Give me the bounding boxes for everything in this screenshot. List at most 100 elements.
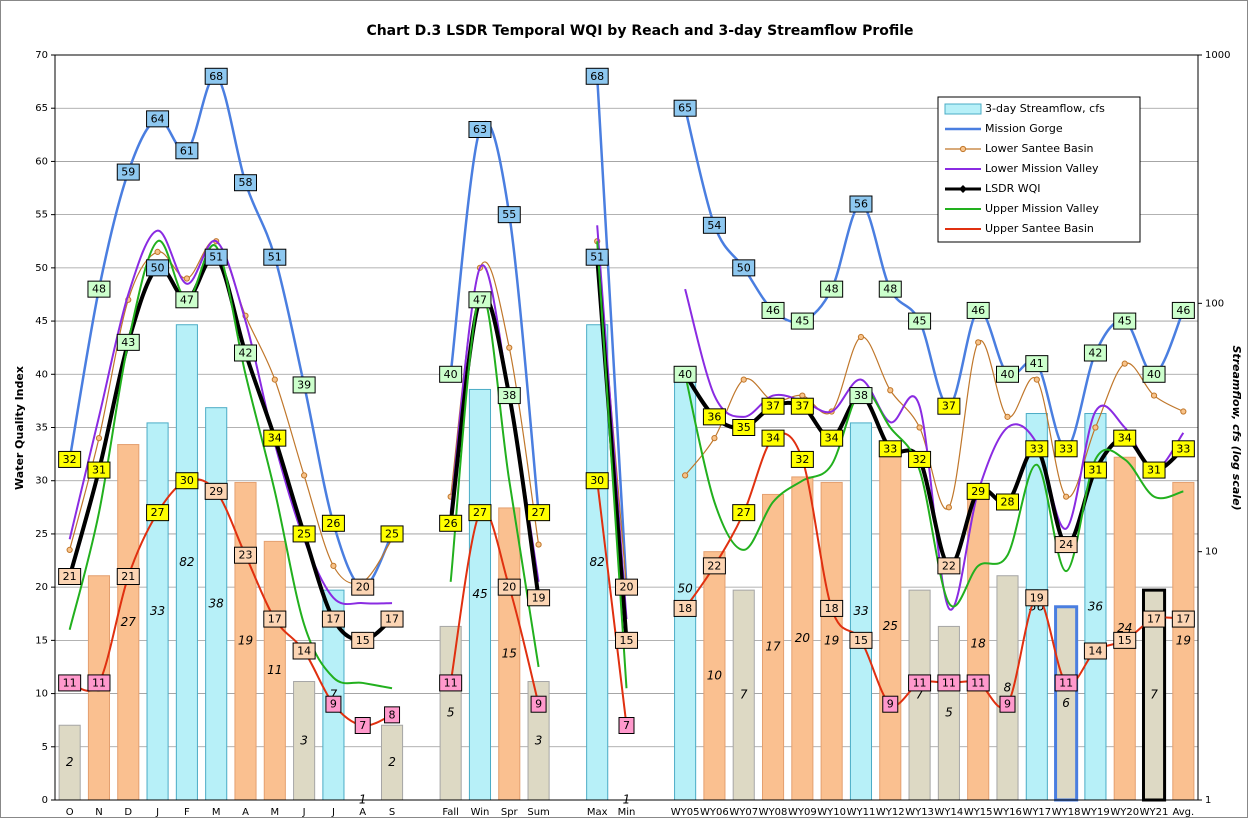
data-label: 33 — [1025, 440, 1049, 458]
data-label-box — [1171, 440, 1195, 458]
data-label-text: 45 — [1118, 315, 1132, 328]
data-label-text: 11 — [913, 676, 927, 689]
x-tick-label: WY06 — [700, 807, 729, 818]
bar-value-label: 36 — [1088, 599, 1104, 613]
data-label-text: 31 — [1088, 464, 1102, 477]
data-label-text: 35 — [737, 421, 751, 434]
data-label-text: 51 — [590, 251, 604, 264]
y-tick-label: 35 — [35, 423, 48, 434]
data-label-box — [1025, 355, 1049, 373]
legend-marker — [959, 185, 967, 193]
data-label-text: 25 — [385, 527, 399, 540]
data-label-box — [702, 557, 726, 575]
x-tick-label: Max — [587, 807, 608, 818]
data-label: 48 — [878, 280, 902, 298]
data-label-box — [380, 610, 404, 628]
data-label-text: 27 — [532, 506, 546, 519]
data-label-box — [585, 472, 609, 490]
data-label-box — [204, 67, 228, 85]
data-label-text: 17 — [1176, 613, 1190, 626]
data-label: 23 — [234, 546, 257, 564]
data-label: 58 — [234, 174, 257, 192]
data-label-box — [673, 599, 697, 617]
data-label-box — [618, 717, 635, 734]
data-label: 33 — [1054, 440, 1078, 458]
x-tick-label: WY20 — [1110, 807, 1139, 818]
data-label-text: 15 — [356, 634, 370, 647]
data-label-text: 25 — [297, 527, 311, 540]
data-label-text: 30 — [590, 474, 604, 487]
marker — [330, 562, 337, 569]
data-label-text: 15 — [1118, 634, 1132, 647]
data-label-box — [937, 557, 961, 575]
x-tick-label: WY09 — [788, 807, 817, 818]
data-label-box — [1025, 589, 1049, 607]
bar-value-label: 2 — [66, 755, 74, 769]
marker — [682, 472, 689, 479]
data-label-box — [146, 259, 170, 277]
data-label: 45 — [1113, 312, 1137, 330]
data-label-box — [1083, 642, 1107, 660]
y-tick-label: 65 — [35, 103, 48, 114]
data-label: 17 — [380, 610, 404, 628]
data-label-text: 58 — [239, 176, 253, 189]
data-label-text: 19 — [1030, 591, 1044, 604]
data-label-box — [996, 493, 1019, 511]
data-label-box — [673, 99, 697, 117]
data-label-text: 65 — [678, 102, 692, 115]
data-label-text: 33 — [1176, 442, 1190, 455]
legend-swatch — [944, 103, 982, 115]
data-label: 15 — [1113, 631, 1137, 649]
marker — [975, 339, 982, 346]
marker — [535, 541, 542, 548]
data-label-box — [263, 429, 287, 447]
data-label: 61 — [175, 142, 199, 160]
data-label-box — [1113, 631, 1137, 649]
data-label: 11 — [908, 674, 932, 692]
x-tick-label: WY11 — [847, 807, 876, 818]
data-label: 26 — [321, 514, 345, 532]
x-tick-label: N — [95, 807, 102, 818]
marker — [857, 333, 865, 341]
marker — [916, 424, 923, 431]
data-label: 8 — [384, 706, 401, 724]
data-label: 19 — [1025, 589, 1049, 607]
data-label: 34 — [820, 429, 844, 447]
data-label: 17 — [1142, 610, 1166, 628]
bar-value-label: 24 — [1117, 621, 1132, 635]
data-label-box — [966, 674, 990, 692]
data-label-box — [732, 504, 756, 522]
chart-title: Chart D.3 LSDR Temporal WQI by Reach and… — [366, 23, 913, 39]
data-label: 26 — [439, 514, 463, 532]
data-label: 9 — [325, 695, 342, 713]
legend-label: Upper Mission Valley — [985, 202, 1099, 215]
data-label-box — [1083, 344, 1107, 362]
data-label-text: 46 — [1176, 304, 1190, 317]
data-label-box — [527, 589, 551, 607]
data-label-text: 27 — [737, 506, 751, 519]
data-label-text: 38 — [854, 389, 868, 402]
data-label-box — [761, 397, 785, 415]
y-tick-label: 10 — [35, 689, 48, 700]
data-label-text: 45 — [913, 315, 927, 328]
marker — [1180, 408, 1187, 415]
plot-frame — [54, 54, 1199, 801]
data-label: 7 — [354, 717, 371, 734]
bar-value-label: 82 — [179, 555, 194, 569]
data-label-text: 51 — [209, 251, 223, 264]
data-label: 22 — [702, 557, 726, 575]
data-label: 11 — [937, 674, 961, 692]
data-label: 14 — [292, 642, 316, 660]
data-label-text: 9 — [1004, 698, 1011, 711]
data-label: 17 — [1171, 610, 1195, 628]
x-tick-label: WY13 — [905, 807, 934, 818]
data-label-box — [966, 482, 990, 500]
data-label-text: 26 — [326, 517, 340, 530]
data-label: 47 — [175, 291, 199, 309]
marker — [1121, 360, 1128, 367]
data-label-box — [146, 504, 170, 522]
data-label-box — [790, 312, 814, 330]
marker — [1063, 493, 1070, 500]
data-label-box — [878, 440, 902, 458]
data-label: 30 — [175, 472, 199, 490]
